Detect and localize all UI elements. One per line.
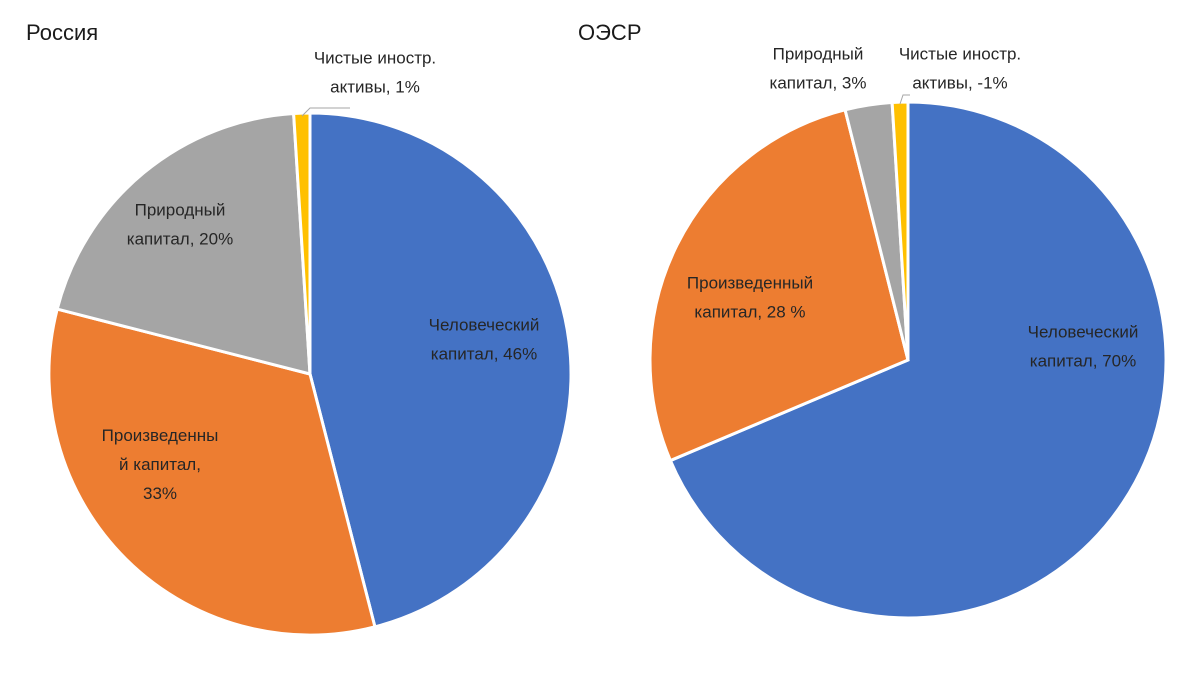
data-label: Природный капитал, 20%	[127, 201, 233, 249]
data-label: Природный капитал, 3%	[770, 45, 867, 93]
leader-line	[899, 94, 910, 105]
leader-line	[301, 107, 350, 117]
pie-slice	[890, 100, 910, 361]
chart-title-oecd: ОЭСР	[578, 20, 642, 45]
pie-slice	[55, 111, 312, 376]
pie-oecd: Человеческий капитал, 70% Произведенный кап…	[648, 45, 1168, 620]
pie-russia: Человеческий капитал, 46% Произведенны й ка…	[47, 49, 573, 637]
data-label: Произведенны й капитал, 33%	[102, 426, 219, 503]
pie-slice	[47, 307, 377, 637]
chart-title-russia: Россия	[26, 20, 99, 45]
pie-slice	[668, 100, 1168, 620]
pie-slice	[292, 111, 312, 375]
pie-slice	[648, 107, 910, 463]
data-label: Произведенный капитал, 28 %	[687, 274, 813, 322]
data-label: Чистые иностр. активы, 1%	[314, 49, 436, 97]
data-label: Человеческий капитал, 70%	[1028, 323, 1139, 371]
data-label: Человеческий капитал, 46%	[429, 316, 540, 364]
pie-slice	[308, 111, 573, 629]
data-label: Чистые иностр. активы, -1%	[899, 45, 1021, 93]
